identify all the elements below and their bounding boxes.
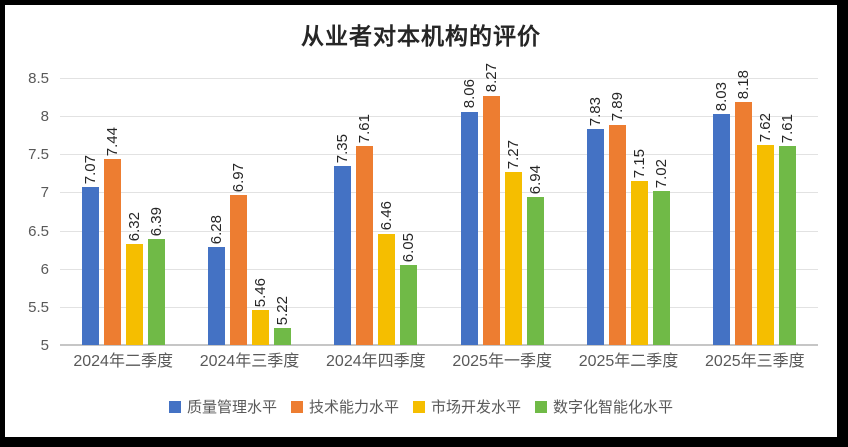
data-label: 5.46 xyxy=(252,277,269,307)
x-axis-label: 2024年四季度 xyxy=(326,353,426,370)
data-label: 7.61 xyxy=(356,113,374,143)
gridline xyxy=(60,116,818,118)
chart-title: 从业者对本机构的评价 xyxy=(301,24,541,49)
data-label: 8.18 xyxy=(735,70,753,100)
y-tick-label: 5.5 xyxy=(28,298,49,316)
legend-item: 市场开发水平 xyxy=(413,396,521,417)
bar xyxy=(504,171,522,345)
bar xyxy=(609,124,626,345)
data-label: 6.97 xyxy=(230,162,247,192)
x-axis-label: 2025年二季度 xyxy=(578,353,679,370)
data-label: 7.89 xyxy=(609,92,626,122)
chart-legend: 质量管理水平 技术能力水平 市场开发水平 数字化智能化水平 xyxy=(5,396,837,417)
bar xyxy=(230,194,247,345)
y-tick-label: 8.5 xyxy=(28,70,49,87)
y-tick-label: 7.5 xyxy=(28,146,49,164)
data-label: 6.94 xyxy=(526,164,544,195)
bar xyxy=(779,145,797,345)
legend-swatch-icon xyxy=(535,400,548,413)
legend-label: 市场开发水平 xyxy=(431,399,522,416)
bar xyxy=(757,145,775,345)
bar xyxy=(631,180,648,345)
data-label: 6.32 xyxy=(125,212,143,242)
bar xyxy=(125,244,143,345)
gridline xyxy=(60,154,818,156)
legend-item: 技术能力水平 xyxy=(290,396,399,417)
bar xyxy=(735,102,753,345)
data-label: 5.22 xyxy=(274,296,291,326)
bar xyxy=(334,165,352,345)
legend-swatch-icon xyxy=(290,400,303,413)
legend-label: 数字化智能化水平 xyxy=(553,399,674,416)
x-axis-label: 2024年三季度 xyxy=(199,353,300,370)
bar xyxy=(208,247,225,345)
data-label: 7.35 xyxy=(334,133,352,163)
bar xyxy=(482,95,500,345)
gridline xyxy=(60,230,818,232)
bar xyxy=(653,190,670,345)
bar xyxy=(460,111,478,345)
data-label: 8.03 xyxy=(713,81,731,111)
data-label: 8.27 xyxy=(482,63,500,93)
bar xyxy=(274,328,291,345)
bar xyxy=(252,309,269,345)
data-label: 6.05 xyxy=(400,232,418,262)
bar xyxy=(81,187,99,345)
data-label: 6.39 xyxy=(147,206,165,236)
data-label: 6.46 xyxy=(378,201,396,231)
y-tick-label: 5 xyxy=(40,337,49,354)
legend-label: 质量管理水平 xyxy=(186,399,277,416)
legend-swatch-icon xyxy=(168,400,181,413)
bar xyxy=(378,233,396,345)
data-label: 7.62 xyxy=(757,112,775,143)
data-label: 7.27 xyxy=(504,139,522,169)
legend-swatch-icon xyxy=(413,400,425,413)
legend-item: 数字化智能化水平 xyxy=(535,396,673,417)
chart-canvas: 从业者对本机构的评价 5 5.5 6 6.5 7 7.5 8 8.5 7.07 7.44 6.32 6… xyxy=(5,5,837,437)
y-tick-label: 8 xyxy=(40,108,49,126)
gridline xyxy=(60,78,818,79)
bar xyxy=(587,129,604,345)
legend-label: 技术能力水平 xyxy=(308,399,399,416)
bar xyxy=(526,197,544,345)
gridline xyxy=(60,192,818,194)
bar xyxy=(103,158,121,345)
data-label: 8.06 xyxy=(460,79,478,109)
data-label: 7.15 xyxy=(631,148,648,178)
data-label: 7.61 xyxy=(779,113,797,143)
y-tick-label: 7 xyxy=(40,184,49,202)
data-label: 7.83 xyxy=(587,96,604,127)
x-axis-label: 2025年一季度 xyxy=(452,353,552,370)
y-tick-label: 6 xyxy=(40,260,49,278)
x-axis-label: 2025年三季度 xyxy=(705,353,805,370)
data-label: 7.44 xyxy=(103,126,121,156)
gridline xyxy=(60,306,818,308)
data-label: 7.02 xyxy=(653,158,670,188)
data-label: 7.07 xyxy=(81,154,99,185)
data-label: 6.28 xyxy=(208,215,225,245)
bar xyxy=(713,113,731,345)
y-tick-label: 6.5 xyxy=(28,222,49,240)
gridline xyxy=(60,268,818,270)
x-axis-label: 2024年二季度 xyxy=(73,353,173,370)
bar xyxy=(400,264,418,345)
x-axis-line xyxy=(60,344,818,346)
bar xyxy=(356,145,374,345)
legend-item: 质量管理水平 xyxy=(168,396,277,417)
bar xyxy=(147,238,165,345)
